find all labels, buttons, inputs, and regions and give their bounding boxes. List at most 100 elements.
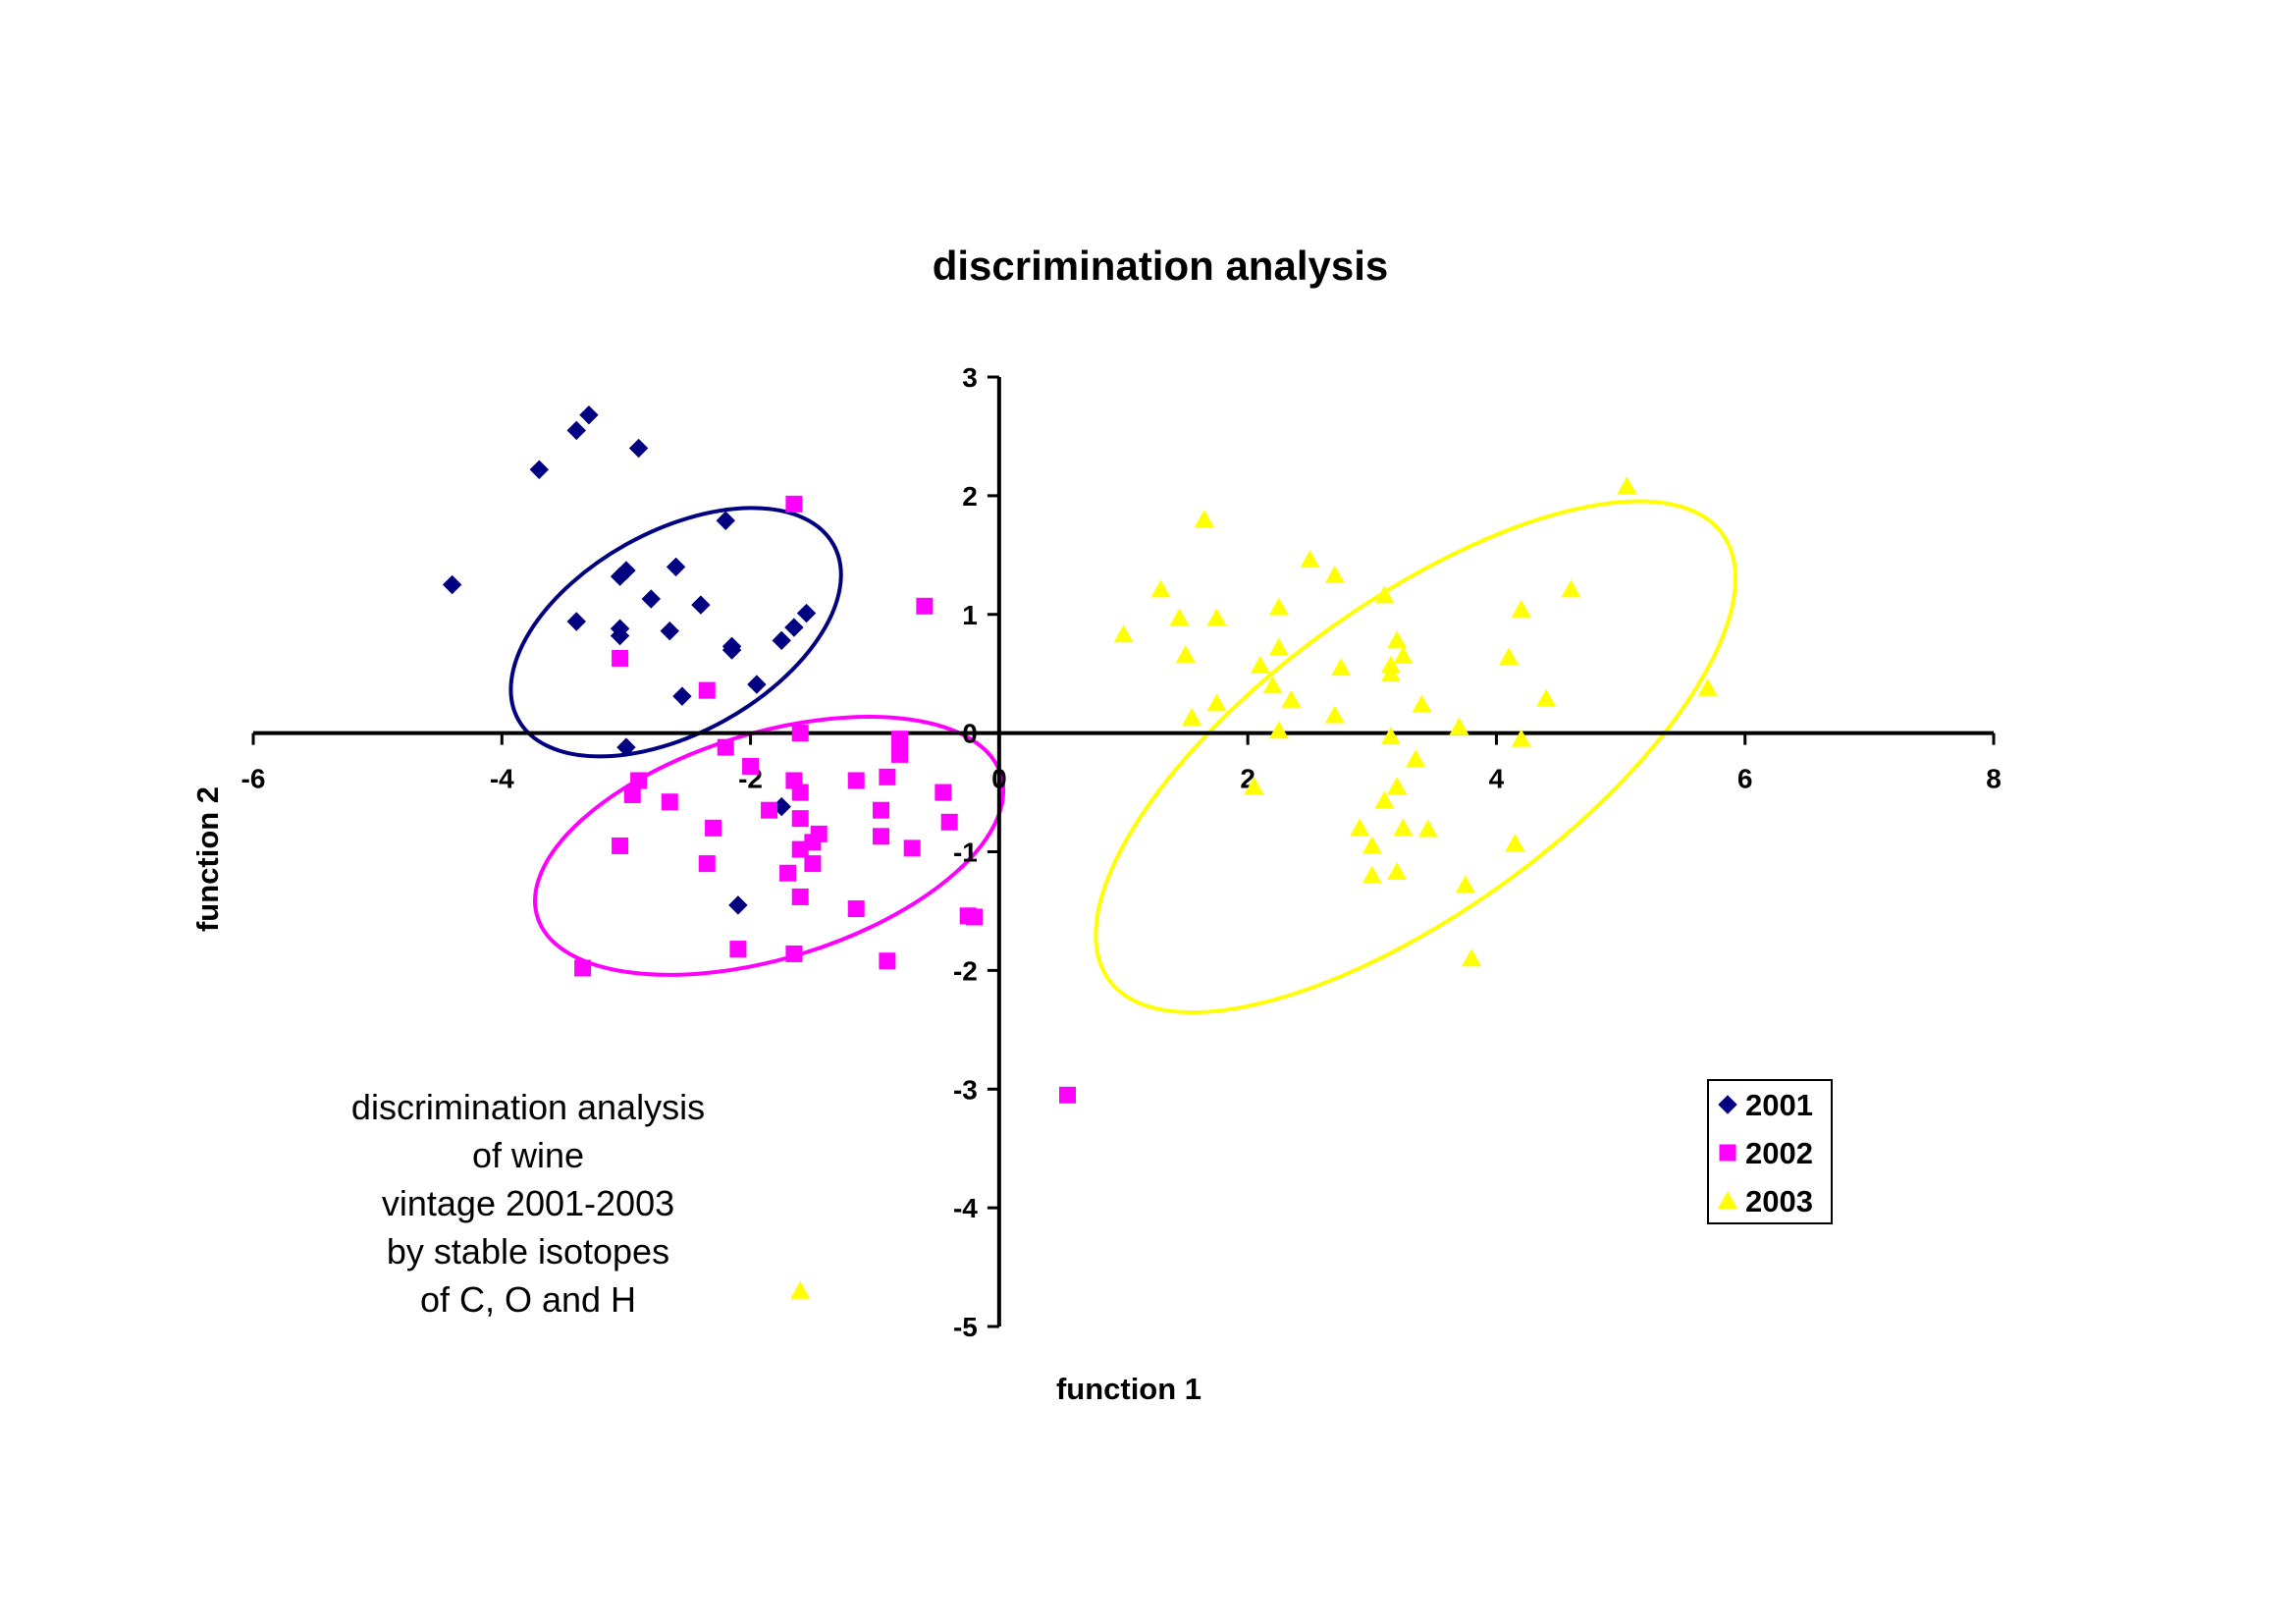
point-2002 [891, 731, 909, 748]
point-2003 [1331, 658, 1352, 677]
point-2001 [442, 574, 462, 595]
point-2002 [791, 810, 809, 828]
point-2003 [1499, 647, 1520, 666]
point-2003 [1113, 624, 1134, 643]
legend-marker-2003 [1718, 1191, 1737, 1209]
y-tick-label: -1 [953, 838, 978, 868]
point-2003 [1380, 664, 1401, 682]
point-2003 [1406, 749, 1426, 768]
ellipse-2001 [508, 506, 843, 759]
point-2003 [1393, 646, 1414, 665]
point-2003 [1412, 694, 1432, 713]
legend: 2001 2002 2003 [1707, 1079, 1833, 1224]
point-2001 [660, 621, 679, 641]
point-2002 [785, 945, 803, 962]
point-2002 [612, 649, 629, 667]
y-tick-label: 2 [962, 481, 978, 512]
x-tick-label: 6 [1737, 764, 1753, 794]
point-2002 [1059, 1086, 1077, 1104]
annotation-line: discrimination analysis [351, 1087, 705, 1127]
point-2002 [574, 959, 592, 977]
annotation-line: vintage 2001-2003 [382, 1183, 674, 1223]
point-2001 [716, 511, 735, 530]
point-2002 [847, 772, 865, 789]
point-2003 [1462, 948, 1482, 967]
y-tick-label: -4 [953, 1193, 978, 1223]
y-tick-label: 3 [962, 362, 978, 393]
point-2001 [796, 603, 817, 623]
point-2003 [1505, 834, 1525, 852]
point-2003 [1536, 688, 1557, 707]
point-2003 [1250, 655, 1270, 674]
point-2001 [616, 561, 636, 580]
legend-label-2003: 2003 [1745, 1184, 1813, 1218]
point-2003 [1697, 677, 1718, 696]
point-2002 [916, 597, 934, 615]
point-2001 [691, 595, 711, 615]
point-2001 [579, 405, 599, 425]
point-2001 [628, 438, 649, 459]
point-2002 [966, 908, 984, 926]
point-2003 [1350, 818, 1370, 837]
point-2003 [1262, 676, 1283, 694]
point-2002 [623, 785, 641, 803]
annotation-text: discrimination analysis of wine vintage … [351, 1087, 705, 1320]
point-2001 [616, 737, 636, 757]
legend-marker-2003 [1718, 1191, 1737, 1209]
point-2003 [1244, 777, 1264, 795]
point-2003 [1206, 693, 1227, 712]
point-2001 [747, 675, 767, 694]
x-tick-label: 4 [1489, 764, 1505, 794]
point-2002 [891, 745, 909, 763]
point-2002 [717, 738, 734, 756]
point-2001 [721, 640, 742, 660]
point-2001 [566, 420, 586, 441]
point-2001 [610, 625, 630, 646]
x-axis-title: function 1 [1056, 1372, 1201, 1406]
data-points [442, 405, 1718, 1299]
point-2003 [1380, 727, 1401, 745]
point-2002 [742, 757, 760, 775]
point-2002 [903, 839, 921, 857]
point-2001 [641, 589, 661, 609]
legend-label-2002: 2002 [1745, 1136, 1813, 1170]
point-2002 [729, 941, 747, 958]
point-2002 [698, 681, 716, 699]
y-tick-label: 1 [962, 600, 978, 630]
point-2002 [940, 813, 958, 831]
point-2003 [1194, 510, 1214, 528]
point-2003 [1387, 862, 1408, 881]
point-2002 [779, 864, 797, 882]
point-2002 [879, 768, 896, 785]
point-2001 [728, 895, 748, 915]
point-2003 [1417, 819, 1438, 838]
point-2003 [1324, 705, 1345, 724]
x-tick-label: -6 [241, 764, 266, 794]
ellipse-2003 [1094, 499, 1737, 1015]
point-2003 [1268, 721, 1289, 739]
legend-marker-2001 [1718, 1095, 1737, 1114]
point-2002 [785, 495, 803, 513]
point-2002 [879, 952, 896, 970]
point-2002 [791, 725, 809, 742]
point-2002 [661, 793, 678, 811]
annotation-line: of wine [472, 1135, 584, 1175]
point-2003 [1617, 476, 1637, 495]
point-2003 [1182, 707, 1202, 726]
point-2002 [761, 801, 778, 819]
point-2003 [1449, 717, 1469, 735]
point-2002 [804, 855, 822, 873]
chart-title: discrimination analysis [933, 243, 1389, 289]
point-2002 [698, 855, 716, 873]
point-2003 [1206, 608, 1227, 626]
point-2003 [1387, 630, 1408, 649]
legend-marker-2001 [1718, 1095, 1737, 1114]
point-2001 [666, 557, 686, 577]
point-2002 [791, 888, 809, 905]
annotation-line: by stable isotopes [387, 1231, 669, 1272]
legend-marker-2002 [1719, 1144, 1736, 1162]
point-2002 [791, 840, 809, 858]
point-2001 [566, 612, 586, 631]
